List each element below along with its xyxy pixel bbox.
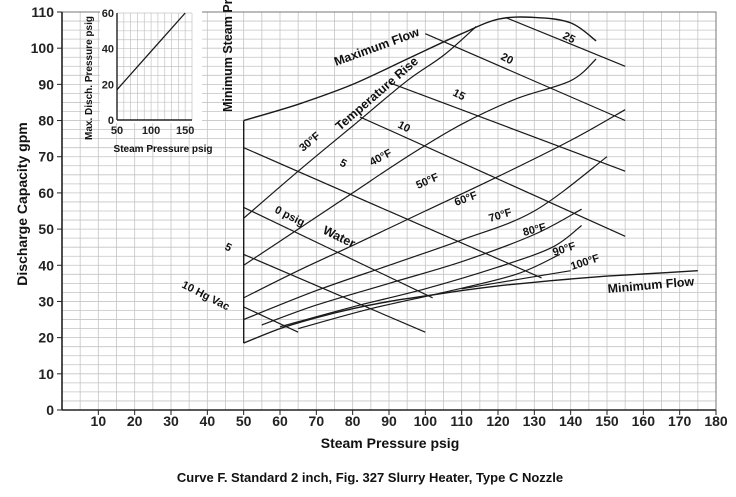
discharge-pressure-line [388, 82, 626, 172]
x-tick-label: 160 [632, 413, 656, 429]
x-tick-label: 100 [414, 413, 438, 429]
temperature-rise-curve [243, 109, 626, 299]
discharge-pressure-line [505, 16, 626, 67]
figure-caption: Curve F. Standard 2 inch, Fig. 327 Slurr… [177, 470, 563, 485]
inset-grid [116, 12, 193, 121]
temperature-rise-curve [298, 253, 561, 330]
x-tick-label: 140 [559, 413, 583, 429]
inset-y-tick-label: 40 [102, 44, 114, 56]
inset-max-discharge-line [116, 12, 186, 91]
inset-ticks: 50 100 150 0 20 40 60 [102, 8, 195, 137]
y-tick-label: 100 [31, 40, 55, 56]
inset-x-tick-label: 50 [111, 125, 123, 137]
y-tick-label: 30 [38, 293, 54, 309]
x-tick-label: 170 [668, 413, 692, 429]
y-tick-label: 110 [31, 4, 54, 20]
boundary-curve [243, 16, 597, 122]
x-tick-label: 20 [127, 413, 143, 429]
label-minimum-steam-pressure: Minimum Steam Pressure [221, 0, 235, 112]
y-tick-label: 60 [38, 185, 54, 201]
y-tick-label: 80 [38, 113, 54, 129]
boundary-curve [243, 270, 698, 344]
y-tick-label: 70 [38, 149, 54, 165]
inset-series [116, 12, 186, 91]
temperature-rise-curve [279, 225, 582, 328]
y-tick-label: 10 [38, 366, 54, 382]
label-60f: 60°F [453, 189, 479, 208]
label-100f: 100°F [569, 252, 601, 273]
discharge-pressure-line [359, 116, 626, 237]
label-20: 20 [499, 51, 515, 67]
temperature-rise-curve [243, 58, 597, 266]
label-15: 15 [451, 87, 467, 103]
discharge-pressure-line [243, 147, 542, 279]
x-tick-label: 80 [345, 413, 361, 429]
x-tick-label: 90 [381, 413, 397, 429]
y-tick-label: 0 [46, 402, 54, 418]
x-tick-label: 10 [91, 413, 107, 429]
label-10hgvac: 10 Hg Vac [180, 279, 232, 313]
inset-y-tick-label: 60 [102, 8, 114, 20]
curves [242, 16, 698, 344]
x-tick-label: 70 [309, 413, 325, 429]
x-tick-label: 60 [272, 413, 288, 429]
label-10: 10 [396, 119, 412, 135]
label-80f: 80°F [522, 221, 548, 239]
discharge-pressure-line [243, 206, 433, 299]
label-50f: 50°F [414, 171, 440, 192]
temperature-rise-curve [243, 26, 477, 219]
temperature-rise-curve [461, 270, 571, 290]
x-tick-label: 130 [523, 413, 547, 429]
inset-x-tick-label: 100 [142, 125, 160, 137]
x-tick-label: 30 [163, 413, 179, 429]
label-30f: 30°F [297, 130, 323, 154]
y-tick-label: 90 [38, 76, 54, 92]
x-tick-label: 110 [450, 413, 473, 429]
x-tick-label: 120 [486, 413, 510, 429]
x-tick-label: 150 [595, 413, 619, 429]
inset-y-tick-label: 20 [102, 79, 114, 91]
temperature-rise-curve [243, 156, 608, 321]
x-axis-title: Steam Pressure psig [321, 435, 460, 451]
y-axis-title: Discharge Capacity gpm [14, 122, 30, 285]
discharge-pressure-line [243, 253, 426, 333]
label-5-lower: 5 [223, 241, 234, 254]
inset-chart: 50 100 150 0 20 40 60 Steam Pressure psig Max.… [84, 8, 212, 155]
inset-x-tick-label: 150 [176, 125, 194, 137]
axis-titles: Steam Pressure psig Discharge Capacity g… [14, 122, 459, 451]
inset-x-title: Steam Pressure psig [114, 144, 213, 155]
inset-y-title: Max. Disch. Pressure psig [84, 16, 95, 140]
x-tick-label: 180 [704, 413, 728, 429]
temperature-rise-curve [261, 208, 582, 326]
discharge-pressure-line [425, 33, 626, 122]
x-tick-label: 40 [200, 413, 216, 429]
y-tick-label: 50 [38, 221, 54, 237]
label-25: 25 [561, 30, 577, 46]
y-tick-label: 40 [38, 257, 54, 273]
x-tick-label: 50 [236, 413, 252, 429]
discharge-pressure-line [243, 306, 299, 333]
label-5-upper: 5 [338, 157, 349, 170]
y-tick-label: 20 [38, 330, 54, 346]
main-axes: 10 20 30 40 50 60 70 80 90 100 110 120 130 140 150 160 1… [31, 4, 728, 429]
label-0psig: 0 psig [273, 204, 307, 229]
inset-y-tick-label: 0 [108, 115, 114, 127]
